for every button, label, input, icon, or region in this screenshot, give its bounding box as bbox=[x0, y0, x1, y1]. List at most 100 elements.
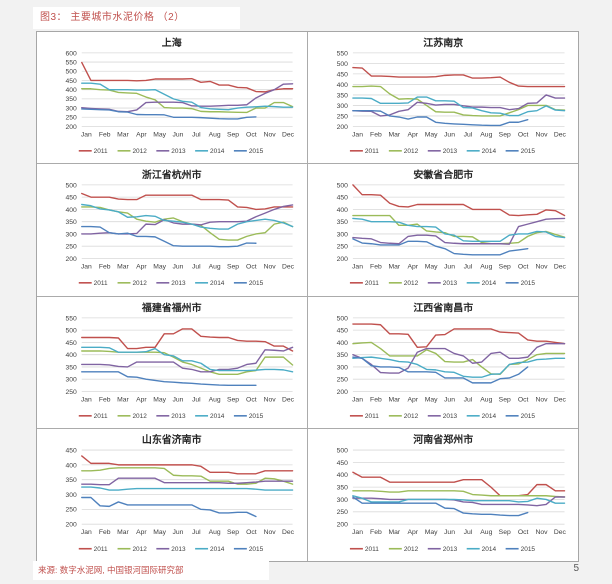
x-axis-tick-label: Aug bbox=[480, 264, 492, 271]
y-axis-tick-label: 550 bbox=[336, 50, 348, 57]
x-axis-tick-label: Jul bbox=[463, 529, 472, 536]
chart-title: 上海 bbox=[162, 36, 182, 49]
chart-title: 江苏南京 bbox=[423, 36, 463, 49]
y-axis-tick-label: 350 bbox=[336, 352, 348, 359]
y-axis-tick-label: 550 bbox=[66, 315, 78, 322]
y-axis-tick-label: 200 bbox=[336, 256, 348, 263]
y-axis-tick-label: 250 bbox=[66, 244, 78, 251]
x-axis-tick-label: Nov bbox=[535, 396, 548, 403]
chart-title: 福建省福州市 bbox=[141, 300, 202, 313]
x-axis-tick-label: Sep bbox=[227, 529, 239, 536]
x-axis-tick-label: May bbox=[153, 264, 166, 271]
figure-title: 图3： 主要城市水泥价格 （2） bbox=[40, 12, 185, 23]
legend-label-2013: 2013 bbox=[442, 148, 457, 155]
x-axis-tick-label: Oct bbox=[246, 131, 257, 138]
legend-label-2014: 2014 bbox=[210, 148, 225, 155]
chart-title: 山东省济南市 bbox=[142, 433, 202, 446]
series-line-2011 bbox=[351, 66, 565, 88]
x-axis-tick-label: Feb bbox=[99, 264, 111, 271]
y-axis-tick-label: 400 bbox=[66, 462, 77, 469]
y-axis-tick-label: 200 bbox=[66, 521, 77, 528]
series-line-2012 bbox=[351, 85, 565, 117]
series-line-2011 bbox=[351, 322, 565, 348]
x-axis-tick-label: Oct bbox=[517, 131, 528, 138]
x-axis-tick-label: Jun bbox=[444, 396, 455, 403]
series-line-2014 bbox=[351, 96, 565, 117]
legend-label-2014: 2014 bbox=[210, 546, 225, 553]
x-axis-tick-label: Sep bbox=[227, 131, 239, 138]
y-axis-tick-label: 450 bbox=[336, 327, 348, 334]
y-axis-tick-label: 400 bbox=[66, 87, 78, 94]
legend-label-2013: 2013 bbox=[442, 413, 457, 420]
x-axis-tick-label: Aug bbox=[209, 529, 221, 536]
y-axis-tick-label: 300 bbox=[336, 232, 348, 239]
line-chart: 安徽省合肥市 200 250 300 350 400 450 500 Jan Feb Mar Apr M… bbox=[336, 168, 566, 287]
x-axis-tick-label: Jun bbox=[444, 131, 455, 138]
x-axis-tick-label: Jul bbox=[192, 529, 201, 536]
x-axis-tick-label: Oct bbox=[246, 529, 257, 536]
y-axis-tick-label: 250 bbox=[336, 376, 348, 383]
x-axis-tick-label: Mar bbox=[388, 264, 400, 271]
legend-label-2012: 2012 bbox=[132, 148, 147, 155]
line-chart: 江苏南京 200 250 300 350 400 450 500 550 Jan Feb Mar Apr… bbox=[336, 36, 566, 155]
x-axis-tick-label: Sep bbox=[227, 264, 239, 271]
x-axis-tick-label: Feb bbox=[99, 529, 111, 536]
chart-cell: 河南省郑州市 200 250 300 350 400 450 500 Jan Feb Mar Apr M… bbox=[308, 429, 579, 561]
series-line-2015 bbox=[81, 108, 257, 120]
x-axis-tick-label: Apr bbox=[136, 396, 147, 403]
x-axis-tick-label: Dec bbox=[282, 264, 295, 271]
x-axis-tick-label: Oct bbox=[517, 264, 528, 271]
legend-label-2014: 2014 bbox=[481, 148, 496, 155]
x-axis-tick-label: Jan bbox=[81, 264, 92, 271]
legend-label-2015: 2015 bbox=[520, 280, 535, 287]
y-axis-tick-label: 250 bbox=[336, 509, 348, 516]
line-chart: 河南省郑州市 200 250 300 350 400 450 500 Jan Feb Mar Apr M… bbox=[336, 433, 566, 553]
x-axis-tick-label: Jul bbox=[463, 396, 472, 403]
y-axis-tick-label: 550 bbox=[66, 59, 78, 66]
y-axis-tick-label: 200 bbox=[66, 124, 78, 131]
line-chart: 浙江省杭州市 200 250 300 350 400 450 500 Jan Feb Mar Apr M… bbox=[66, 168, 295, 287]
x-axis-tick-label: Apr bbox=[136, 529, 147, 536]
x-axis-tick-label: Dec bbox=[282, 529, 295, 536]
legend-label-2015: 2015 bbox=[249, 148, 264, 155]
y-axis-tick-label: 350 bbox=[66, 96, 78, 103]
x-axis-tick-label: Feb bbox=[370, 396, 382, 403]
y-axis-tick-label: 300 bbox=[66, 376, 78, 383]
series-line-2014 bbox=[351, 218, 565, 243]
y-axis-tick-label: 200 bbox=[336, 521, 348, 528]
y-axis-tick-label: 500 bbox=[66, 183, 78, 190]
legend-label-2014: 2014 bbox=[481, 280, 496, 287]
chart-title: 河南省郑州市 bbox=[413, 433, 473, 446]
x-axis-tick-label: Apr bbox=[407, 131, 418, 138]
y-axis-tick-label: 450 bbox=[66, 339, 78, 346]
x-axis-tick-label: Jun bbox=[173, 264, 184, 271]
series-line-2015 bbox=[351, 238, 528, 256]
y-axis-tick-label: 250 bbox=[66, 506, 77, 513]
y-axis-tick-label: 200 bbox=[66, 256, 78, 263]
y-axis-tick-label: 400 bbox=[336, 207, 348, 214]
chart-title: 浙江省杭州市 bbox=[142, 168, 202, 181]
y-axis-tick-label: 250 bbox=[66, 115, 78, 122]
x-axis-tick-label: Dec bbox=[553, 131, 566, 138]
series-line-2013 bbox=[351, 342, 565, 374]
y-axis-tick-label: 350 bbox=[336, 484, 348, 491]
y-axis-tick-label: 300 bbox=[66, 232, 78, 239]
x-axis-tick-label: Jan bbox=[81, 396, 92, 403]
legend-label-2012: 2012 bbox=[403, 280, 418, 287]
x-axis-tick-label: May bbox=[153, 131, 166, 138]
y-axis-tick-label: 450 bbox=[336, 71, 348, 78]
series-line-2014 bbox=[351, 494, 565, 504]
legend-label-2012: 2012 bbox=[132, 546, 147, 553]
legend-label-2013: 2013 bbox=[442, 546, 457, 553]
y-axis-tick-label: 400 bbox=[336, 472, 348, 479]
y-axis-tick-label: 450 bbox=[66, 447, 77, 454]
x-axis-tick-label: Aug bbox=[480, 131, 492, 138]
series-line-2012 bbox=[351, 489, 565, 498]
series-line-2014 bbox=[351, 355, 565, 378]
x-axis-tick-label: Nov bbox=[264, 131, 277, 138]
legend-label-2013: 2013 bbox=[171, 546, 186, 553]
source-strip: 来源: 数字水泥网, 中国银河国际研究部 bbox=[33, 561, 269, 580]
series-line-2011 bbox=[81, 193, 294, 211]
x-axis-tick-label: Jun bbox=[173, 396, 184, 403]
x-axis-tick-label: Oct bbox=[517, 396, 528, 403]
